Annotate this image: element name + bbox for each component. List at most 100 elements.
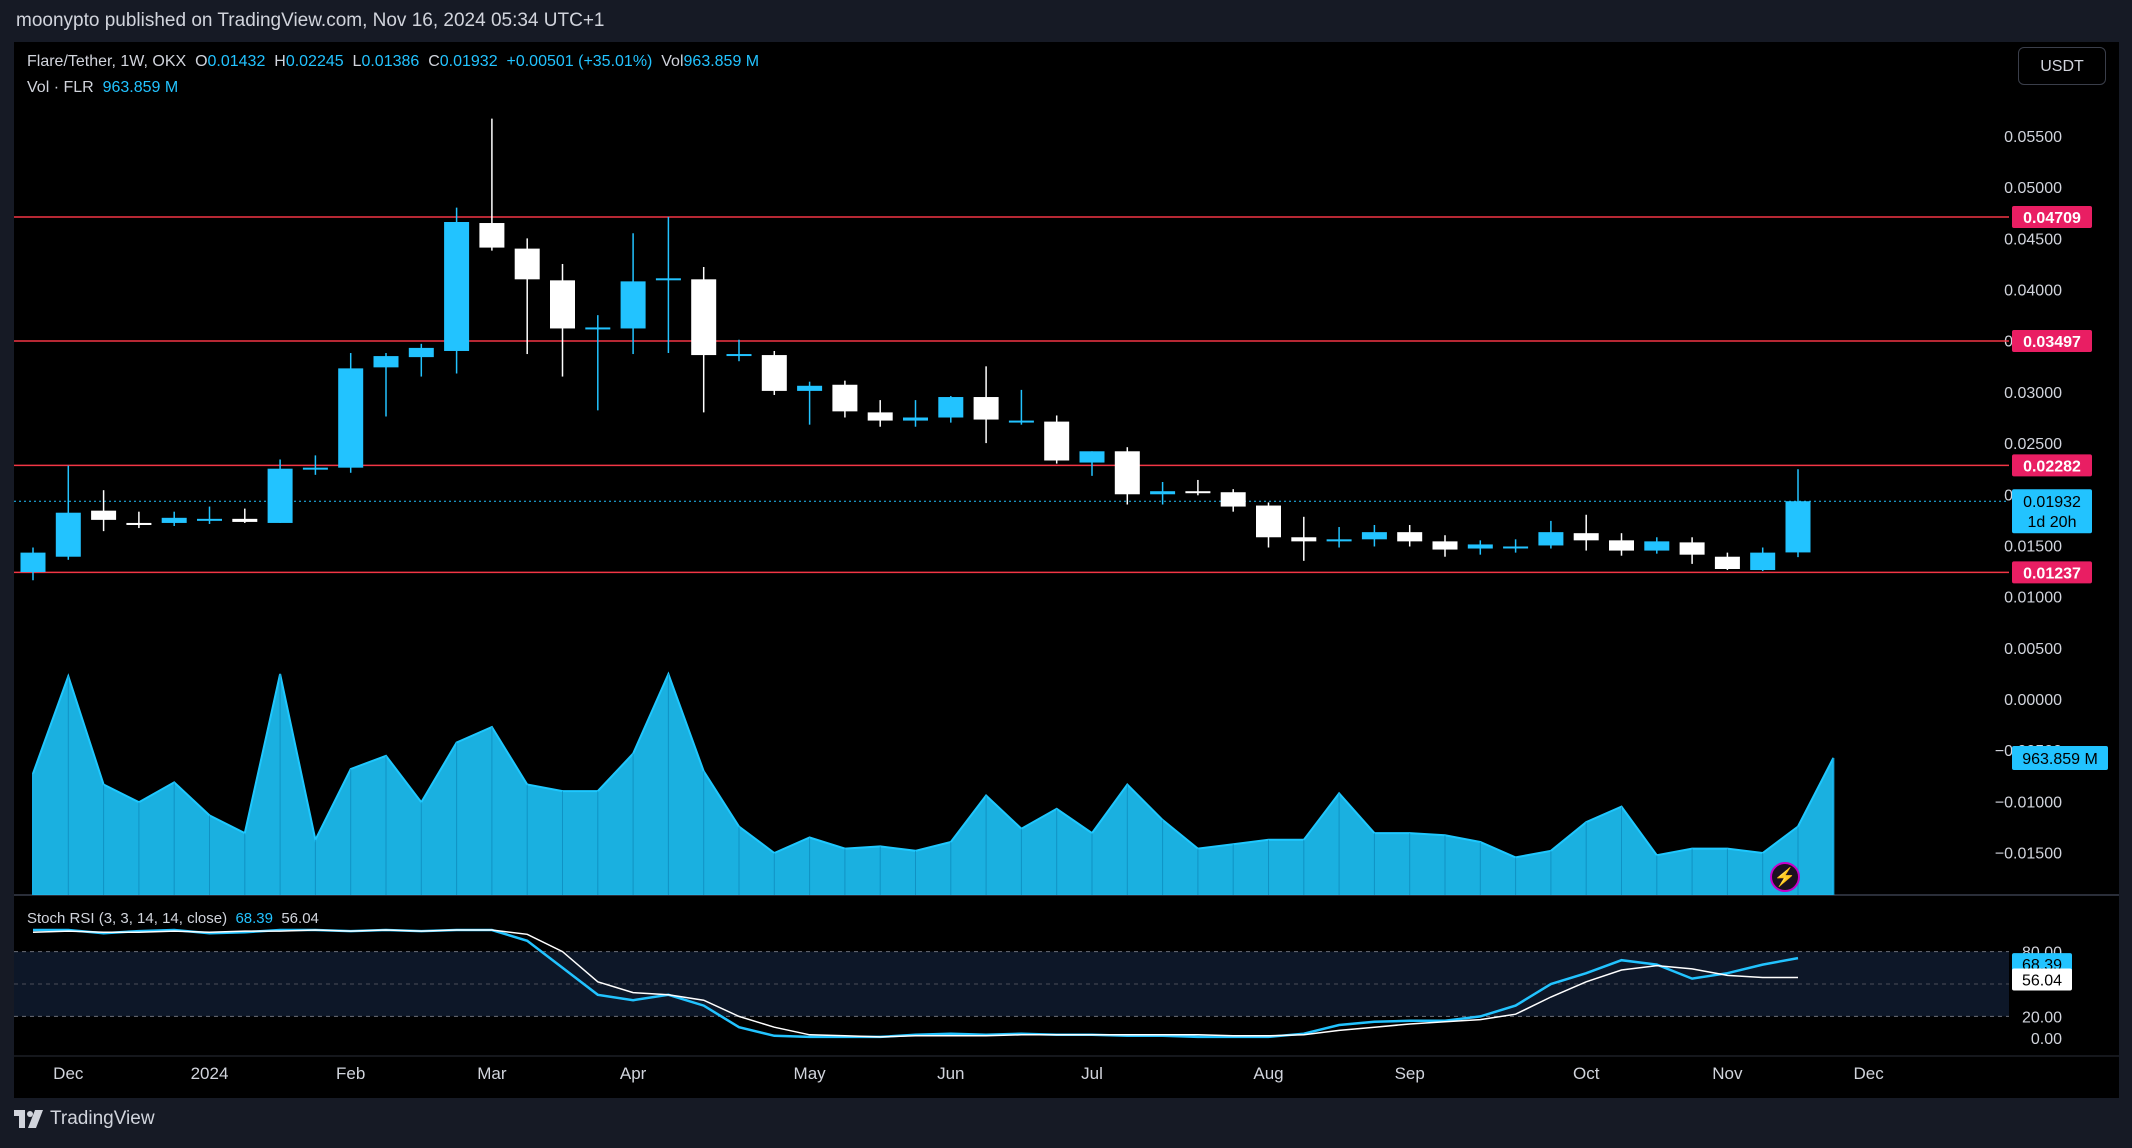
level-price-label: 0.01237 (2023, 565, 2081, 582)
open-value: 0.01432 (207, 53, 266, 70)
vol-value: 963.859 M (683, 53, 760, 70)
candle-body (1150, 491, 1176, 495)
candle-body (938, 397, 964, 418)
time-axis-tick: Jul (1081, 1064, 1103, 1083)
time-axis-tick: 2024 (191, 1064, 229, 1083)
candle-body (1573, 533, 1599, 541)
candle-body (1538, 532, 1564, 546)
time-axis-tick: Apr (620, 1064, 647, 1083)
stoch-d-label: 56.04 (2022, 972, 2062, 989)
time-axis-tick: Mar (477, 1064, 507, 1083)
candle-body (1503, 546, 1529, 549)
time-axis-tick: Oct (1573, 1064, 1600, 1083)
symbol-name[interactable]: Flare/Tether, 1W, OKX (27, 53, 187, 70)
low-label: L (352, 53, 362, 70)
candle-body (655, 278, 681, 281)
candle-body (514, 248, 540, 280)
time-axis-tick: Dec (53, 1064, 84, 1083)
stoch-legend: Stoch RSI (3, 3, 14, 14, close) 68.39 56… (27, 910, 319, 927)
vol-line-value: 963.859 M (102, 79, 179, 96)
level-price-label-bg (2012, 561, 2092, 584)
price-axis-tick: 0.01500 (2004, 538, 2062, 555)
stoch-axis-tick: 20.00 (2022, 1009, 2062, 1026)
candle-body (55, 512, 81, 557)
footer-brand-label: TradingView (50, 1108, 155, 1129)
candle-body (550, 280, 575, 329)
candle-body (1467, 544, 1493, 549)
candle-body (1291, 537, 1317, 542)
stoch-label[interactable]: Stoch RSI (3, 3, 14, 14, close) (27, 910, 228, 927)
candle-body (1785, 501, 1811, 553)
candle-body (197, 518, 222, 521)
candle-body (620, 281, 646, 329)
price-axis-tick: 0.01000 (2004, 590, 2062, 607)
price-axis-tick: 0.00500 (2004, 641, 2062, 658)
candle-body (1008, 420, 1034, 423)
stoch-band (14, 951, 2009, 1017)
candle-body (1644, 541, 1670, 551)
currency-button[interactable]: USDT (2018, 47, 2106, 85)
price-axis-tick: 0.00000 (2004, 692, 2062, 709)
price-axis-tick: 0.05000 (2004, 180, 2062, 197)
close-value: 0.01932 (439, 53, 498, 70)
high-value: 0.02245 (285, 53, 344, 70)
level-price-label-bg (2012, 330, 2092, 353)
candle-body (1185, 491, 1211, 494)
volume-area (33, 674, 1834, 895)
candle-body (1079, 451, 1105, 463)
chart-area[interactable]: 0.055000.050000.045000.040000.035000.030… (14, 42, 2119, 1098)
candle-body (267, 468, 293, 523)
candle-body (126, 522, 152, 525)
candle-body (1256, 505, 1281, 538)
stoch-axis-tick: 0.00 (2031, 1031, 2062, 1048)
time-axis-tick: Sep (1395, 1064, 1425, 1083)
price-axis-tick: 0.02500 (2004, 436, 2062, 453)
last-price-label-bg (2012, 489, 2092, 534)
candle-body (903, 417, 928, 421)
candle-body (1361, 532, 1387, 540)
level-price-label: 0.02282 (2023, 458, 2081, 475)
time-axis-tick: Nov (1712, 1064, 1743, 1083)
candle-body (161, 517, 187, 523)
volume-outline (32, 671, 1835, 895)
candle-body (1220, 492, 1246, 507)
chart-svg[interactable]: 0.055000.050000.045000.040000.035000.030… (14, 42, 2119, 1098)
tradingview-logo-icon (14, 1110, 43, 1128)
candle-body (373, 356, 399, 368)
footer-brand[interactable]: TradingView (14, 1108, 155, 1130)
price-axis-tick: 0.03000 (2004, 385, 2062, 402)
candle-body (91, 510, 117, 520)
volume-value-label: 963.859 M (2022, 751, 2098, 768)
high-label: H (274, 53, 286, 70)
time-axis-tick: Dec (1853, 1064, 1884, 1083)
time-axis-tick: Aug (1253, 1064, 1283, 1083)
candle-body (408, 347, 434, 358)
candle-body (444, 222, 470, 351)
candle-body (1750, 552, 1776, 571)
price-axis-tick: 0.05500 (2004, 129, 2062, 146)
lightning-icon[interactable]: ⚡ (1770, 862, 1800, 892)
vol-line-label[interactable]: Vol · FLR (27, 79, 94, 96)
candle-body (585, 327, 611, 330)
stoch-d-line (32, 929, 1798, 1038)
candle-body (867, 412, 893, 421)
volume-value-label-bg (2012, 745, 2108, 770)
candle-body (338, 368, 364, 468)
candle-body (20, 552, 46, 573)
publish-info: moonypto published on TradingView.com, N… (16, 10, 605, 31)
candle-body (761, 355, 787, 391)
vol-label: Vol (661, 53, 684, 70)
open-label: O (195, 53, 208, 70)
candle-body (1432, 541, 1458, 550)
candle-body (302, 467, 328, 470)
level-price-label: 0.04709 (2023, 210, 2081, 227)
price-axis-tick: 0.04500 (2004, 231, 2062, 248)
volume-legend: Vol · FLR 963.859 M (27, 79, 178, 97)
price-axis-tick: −0.01000 (1995, 794, 2062, 811)
candle-body (1609, 540, 1634, 551)
candle-body (1679, 542, 1705, 555)
stoch-d-value: 56.04 (281, 910, 319, 927)
close-label: C (428, 53, 440, 70)
countdown-label: 1d 20h (2028, 514, 2077, 531)
time-axis-tick: May (794, 1064, 827, 1083)
